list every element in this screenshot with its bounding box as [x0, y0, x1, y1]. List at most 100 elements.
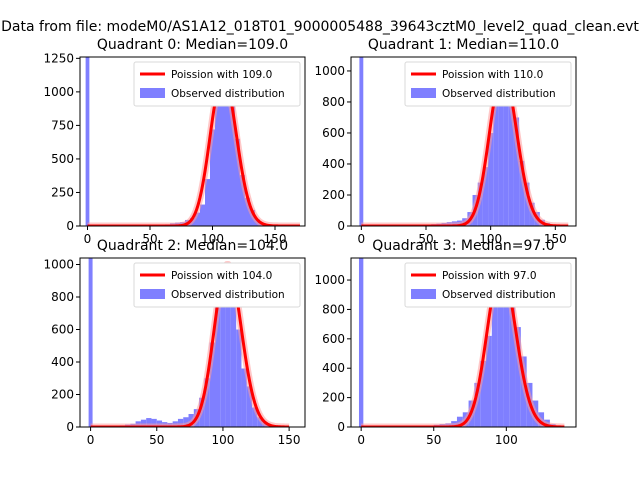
poisson-fit-line: [90, 263, 290, 427]
plot-area: [359, 57, 571, 226]
y-tick-label: 400: [51, 355, 74, 369]
histogram-bar: [509, 282, 516, 427]
legend-box: [404, 61, 572, 107]
histogram-bar: [245, 197, 250, 226]
panel-title: Quadrant 3: Median=97.0: [372, 238, 554, 254]
histogram-bar: [151, 418, 157, 427]
panel-title: Quadrant 2: Median=104.0: [97, 238, 288, 254]
legend-box: [133, 61, 301, 107]
x-tick-label: 50: [418, 232, 433, 246]
poisson-fit-line: [87, 74, 301, 226]
legend-hist-label: Observed distribution: [171, 289, 285, 301]
histogram-bar: [493, 91, 499, 226]
y-tick-label: 0: [337, 420, 345, 434]
histogram-spike-bar: [85, 57, 90, 226]
quadrant-1-panel: 0 50 100 150 0 200 400 600 800 1000 Poission with …: [314, 37, 577, 246]
histogram-bar: [524, 182, 530, 226]
histogram-bar: [220, 78, 225, 226]
poisson-fit-line: [361, 69, 569, 226]
y-tick-label: 750: [51, 118, 74, 132]
histogram-bar: [503, 268, 510, 427]
y-tick-label: 400: [322, 361, 345, 375]
plot-area: [88, 258, 292, 427]
legend-hist-swatch: [140, 289, 165, 299]
histogram-bar: [220, 277, 226, 427]
axes-frame: [79, 56, 306, 227]
histogram-bar: [246, 386, 253, 427]
figure-title: Data from file: modeM0/AS1A12_018T01_900…: [1, 19, 639, 35]
axes-frame: [350, 257, 577, 428]
x-tick-label: 0: [358, 232, 366, 246]
histogram-bar: [488, 132, 494, 226]
x-tick-label: 100: [479, 232, 502, 246]
legend-fit-label: Poission with 97.0: [442, 270, 537, 282]
histogram-bar: [508, 98, 514, 226]
y-tick-label: 600: [322, 126, 345, 140]
histogram-bar: [241, 368, 247, 427]
y-tick-label: 200: [51, 388, 74, 402]
histogram-bar: [225, 264, 231, 427]
legend-hist-label: Observed distribution: [442, 88, 556, 100]
x-tick-label: 50: [426, 433, 441, 447]
histogram-bar: [230, 75, 235, 226]
histogram-bar: [225, 78, 230, 226]
histogram-bar: [480, 360, 486, 427]
histogram-spike-bar: [358, 258, 364, 427]
histogram-bar: [252, 407, 258, 427]
y-tick-label: 1000: [314, 273, 345, 287]
histogram-spike-bar: [359, 57, 364, 226]
y-tick-label: 200: [322, 391, 345, 405]
histogram-bar: [491, 302, 498, 427]
histogram-spike-bar: [88, 258, 93, 427]
legend-fit-label: Poission with 110.0: [442, 69, 543, 81]
plot-area: [358, 258, 567, 427]
x-tick-label: 100: [211, 433, 234, 447]
plot-area: [85, 57, 303, 226]
histogram-bar: [513, 117, 520, 226]
legend-fit-label: Poission with 109.0: [171, 69, 272, 81]
histogram-bar: [240, 175, 245, 226]
y-tick-label: 1000: [314, 64, 345, 78]
histogram-bar: [200, 204, 205, 226]
legend-hist-label: Observed distribution: [171, 88, 285, 100]
legend-box: [404, 262, 572, 308]
legend-hist-swatch: [140, 88, 165, 98]
x-tick-label: 150: [278, 433, 301, 447]
x-tick-label: 150: [264, 232, 287, 246]
histogram-bar: [519, 160, 525, 226]
y-tick-label: 600: [51, 323, 74, 337]
y-tick-label: 1250: [43, 51, 74, 65]
x-tick-label: 150: [544, 232, 567, 246]
y-tick-label: 250: [51, 185, 74, 199]
legend-hist-swatch: [411, 289, 436, 299]
histogram-bar: [235, 138, 240, 226]
histogram-bar: [497, 280, 504, 427]
x-tick-label: 100: [495, 433, 518, 447]
y-tick-label: 1000: [43, 85, 74, 99]
histogram-bar: [486, 335, 492, 427]
histogram-bar: [195, 212, 200, 226]
histogram-bar: [210, 129, 215, 226]
quadrant-0-panel: 0 50 100 150 0 250 500 750 1000 1250 Poission with…: [43, 37, 306, 246]
y-tick-label: 800: [322, 95, 345, 109]
x-tick-label: 0: [357, 433, 365, 447]
x-tick-label: 100: [201, 232, 224, 246]
y-tick-label: 500: [51, 152, 74, 166]
y-tick-label: 400: [322, 157, 345, 171]
legend-box: [133, 262, 301, 308]
histogram-bar: [215, 90, 220, 226]
y-tick-label: 600: [322, 332, 345, 346]
panel-title: Quadrant 1: Median=110.0: [368, 37, 559, 53]
quadrant-2-panel: 0 50 100 150 0 200 400 600 800 1000 Poission with …: [43, 238, 306, 447]
y-tick-label: 0: [66, 420, 74, 434]
histogram-bar: [209, 342, 215, 427]
histogram-bar: [205, 179, 210, 226]
panel-title: Quadrant 0: Median=109.0: [97, 37, 288, 53]
axes-frame: [79, 257, 306, 428]
y-tick-label: 800: [51, 290, 74, 304]
y-tick-label: 1000: [43, 258, 74, 272]
x-tick-label: 50: [142, 232, 157, 246]
histogram-bar: [183, 417, 189, 427]
